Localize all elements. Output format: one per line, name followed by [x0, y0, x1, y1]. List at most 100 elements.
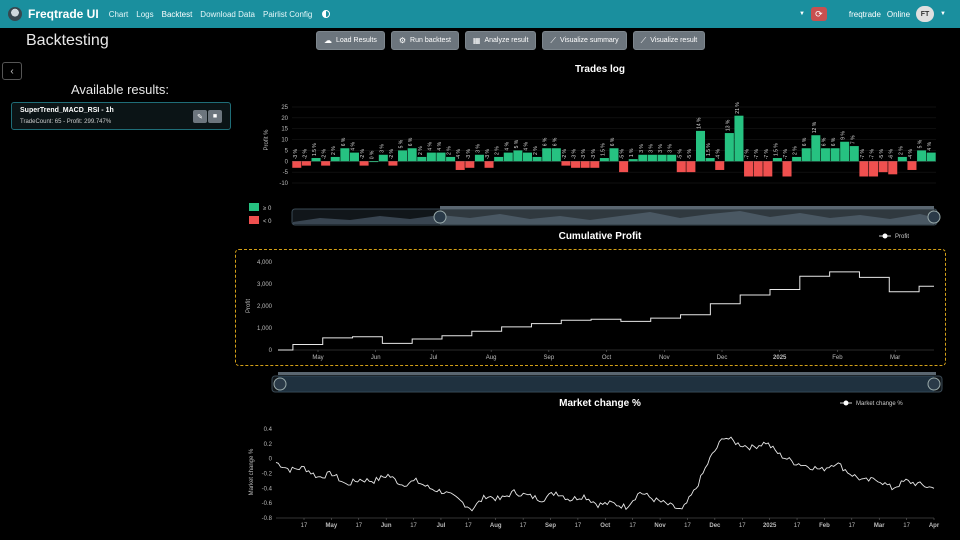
trade-bar[interactable]	[734, 115, 744, 162]
trade-bar[interactable]	[744, 161, 754, 177]
trade-bar[interactable]	[455, 161, 465, 170]
trade-bar[interactable]	[849, 146, 859, 162]
trade-bar[interactable]	[522, 152, 532, 162]
trade-bar[interactable]	[465, 161, 475, 168]
trade-bar[interactable]	[407, 148, 417, 162]
cum-zoom-handle-right[interactable]	[927, 377, 941, 391]
nav-link-download-data[interactable]: Download Data	[200, 9, 255, 19]
trade-bar[interactable]	[446, 156, 456, 162]
trade-bar[interactable]	[830, 148, 840, 162]
trade-bar[interactable]	[917, 150, 927, 162]
trade-bar[interactable]	[494, 156, 504, 162]
trade-bar[interactable]	[811, 135, 821, 162]
trade-bar[interactable]	[580, 161, 590, 168]
trade-bar[interactable]	[599, 158, 609, 162]
trade-bar[interactable]	[571, 161, 581, 168]
trade-bar[interactable]	[551, 148, 561, 162]
trade-bar[interactable]	[696, 130, 706, 162]
brand-name[interactable]: Freqtrade UI	[28, 7, 99, 21]
trade-bar[interactable]	[638, 154, 648, 162]
market-change-chart[interactable]: -0.8 -0.6 -0.4 -0.2 0 0.2 0.4 17 May 17 Jun 17 Jul 17…	[262, 427, 940, 529]
trade-bar[interactable]	[359, 161, 369, 166]
trade-bar[interactable]	[897, 156, 907, 162]
nav-link-backtest[interactable]: Backtest	[161, 9, 193, 19]
trade-bar[interactable]	[676, 161, 686, 173]
trade-bar[interactable]	[378, 154, 388, 162]
trade-bar[interactable]	[772, 158, 782, 162]
trade-bar[interactable]	[321, 161, 331, 166]
cum-zoom-selection[interactable]	[278, 376, 934, 392]
bot-dropdown-caret-icon[interactable]: ▼	[798, 11, 805, 17]
trades-zoom-selection[interactable]	[440, 209, 934, 225]
run-backtest-button[interactable]: ⚙ Run backtest	[390, 31, 459, 50]
trade-bar[interactable]	[590, 161, 600, 168]
trades-zoom-bar[interactable]	[440, 206, 934, 209]
cum-profit-line[interactable]	[278, 271, 934, 351]
trade-bar[interactable]	[503, 152, 513, 162]
trade-bar[interactable]	[801, 148, 811, 162]
trade-bar[interactable]	[513, 150, 523, 162]
visualize-summary-button[interactable]: ⟋ Visualize summary	[542, 31, 627, 50]
trade-bar[interactable]	[657, 154, 667, 162]
trade-bar[interactable]	[715, 161, 725, 170]
collapse-sidebar-button[interactable]: ‹	[2, 62, 22, 80]
visualize-result-button[interactable]: ⟋ Visualize result	[632, 31, 706, 50]
trade-bar[interactable]	[561, 161, 571, 166]
cum-zoom-bar[interactable]	[278, 372, 936, 375]
theme-toggle-icon[interactable]	[322, 10, 331, 18]
cum-zoom-handle-left[interactable]	[273, 377, 287, 391]
trade-bar[interactable]	[292, 161, 302, 168]
trade-bar[interactable]	[792, 156, 802, 162]
trade-bar[interactable]	[686, 161, 696, 173]
user-menu-caret-icon[interactable]: ▼	[940, 11, 946, 17]
trade-bar[interactable]	[647, 154, 657, 162]
trade-bar[interactable]	[436, 152, 446, 162]
cumulative-profit-chart[interactable]: 0 1,000 2,000 3,000 4,000 May Jun Jul Aug Sep Oct N…	[257, 260, 934, 361]
freqtrade-logo-icon[interactable]	[8, 7, 22, 21]
trade-bar[interactable]	[330, 156, 340, 162]
legend-positive-swatch[interactable]	[249, 203, 259, 211]
trade-bar[interactable]	[907, 161, 917, 170]
trade-bar[interactable]	[859, 161, 869, 177]
trade-bar[interactable]	[782, 161, 792, 177]
trade-bar[interactable]	[417, 156, 427, 162]
backtest-result-item[interactable]: SuperTrend_MACD_RSI - 1h TradeCount: 65 …	[11, 102, 231, 130]
trade-bar[interactable]	[869, 161, 879, 177]
trade-bar[interactable]	[840, 141, 850, 162]
trade-bar[interactable]	[349, 152, 359, 162]
load-results-button[interactable]: ☁ Load Results	[316, 31, 385, 50]
user-avatar[interactable]: FT	[916, 6, 935, 22]
trades-zoom-handle-left[interactable]	[433, 210, 447, 224]
nav-link-pairlist-config[interactable]: Pairlist Config	[263, 9, 313, 19]
trade-bar[interactable]	[398, 150, 408, 162]
trade-bar[interactable]	[474, 154, 484, 162]
bot-name[interactable]: freqtrade	[848, 9, 881, 19]
trade-bar[interactable]	[619, 161, 629, 173]
trade-bar[interactable]	[705, 158, 715, 162]
trade-bar[interactable]	[426, 152, 436, 162]
trade-bar[interactable]	[484, 161, 494, 168]
trades-zoom-handle-right[interactable]	[927, 210, 941, 224]
trade-bar[interactable]	[609, 148, 619, 162]
trade-bar[interactable]	[301, 161, 311, 166]
trade-bar[interactable]	[888, 161, 898, 175]
trade-bar[interactable]	[753, 161, 763, 177]
trade-bar[interactable]	[542, 148, 552, 162]
trade-bar[interactable]	[724, 133, 734, 162]
trade-bar[interactable]	[340, 148, 350, 162]
market-change-line[interactable]	[275, 436, 935, 512]
trade-bar[interactable]	[926, 152, 936, 162]
nav-link-chart[interactable]: Chart	[108, 9, 129, 19]
trade-bar[interactable]	[763, 161, 773, 177]
trade-bar[interactable]	[311, 158, 321, 162]
trade-bar[interactable]	[878, 161, 888, 173]
trade-bar[interactable]	[388, 161, 398, 166]
nav-link-logs[interactable]: Logs	[136, 9, 154, 19]
trade-bar[interactable]	[628, 159, 638, 162]
delete-result-button[interactable]: ■	[208, 110, 222, 123]
trade-bar[interactable]	[369, 161, 379, 163]
edit-result-button[interactable]: ✎	[193, 110, 207, 123]
trade-bar[interactable]	[667, 154, 677, 162]
legend-negative-swatch[interactable]	[249, 216, 259, 224]
